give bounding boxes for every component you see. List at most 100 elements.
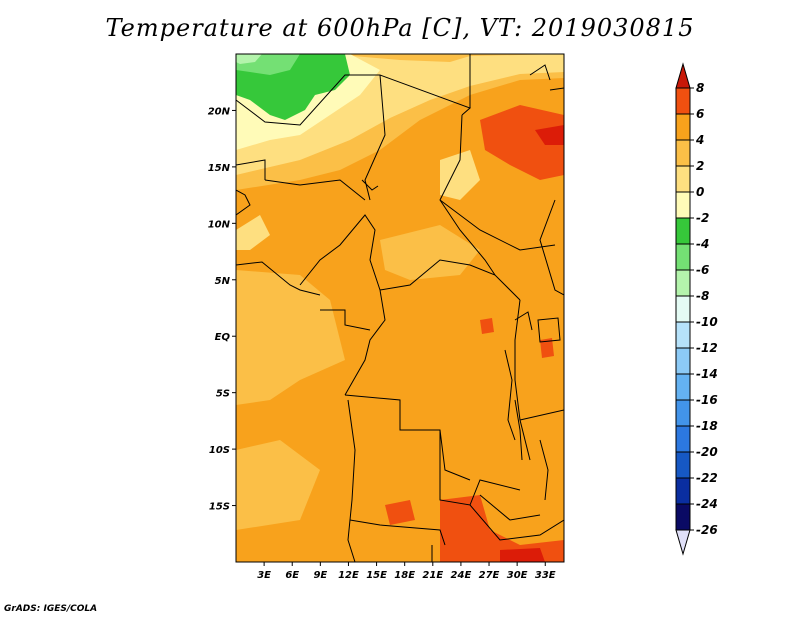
border-angola-namibia [349,519,446,546]
colorbar-bin [675,165,691,193]
coast-red-sea [529,64,564,91]
colorbar-tick-label: -2 [696,211,709,225]
field-minus10-to-minus8 [236,54,262,64]
colorbar-tick-label: 4 [695,133,704,147]
lat-tick-label: 10N [208,219,231,230]
border-car [379,259,521,301]
colorbar-tick-label: -24 [696,497,718,511]
colorbar-tick-label: 6 [696,107,704,121]
colorbar-bin [675,347,691,375]
field-4-to-6-east [480,105,564,180]
border-gabon [320,309,371,331]
border-tanzania [519,409,564,421]
field-4-to-6-spot [480,318,494,334]
border-niger-chad [364,74,386,201]
border-nigeria-cameroon [299,214,381,291]
border-ethiopia [539,199,564,296]
colorbar-tick-label: -10 [696,315,718,329]
field-4-to-6-south-a [440,495,564,562]
field-0-to-2-central [380,225,480,280]
lon-tick-label: 30E [507,570,528,581]
colorbar-tick-label: -20 [696,445,718,459]
lon-tick-group: 3E 6E 9E 12E 15E 18E 21E 24E 27E 30E 33E [257,562,556,581]
colorbar-over-arrow [675,62,691,89]
lon-tick-label: 9E [313,570,327,581]
colorbar-bin [675,87,691,115]
colorbar-bin [675,139,691,167]
colorbar-bin [675,295,691,323]
border-zambia-zimbabwe [469,504,564,541]
field-4-to-6-south-b [385,500,415,525]
lake-malawi [539,439,549,501]
colorbar-tick-label: 0 [696,185,704,199]
colorbar-tick-label: -26 [696,523,718,537]
lat-tick-label: 15N [208,163,231,174]
colorbar-labels: 8 6 4 2 0 -2 -4 -6 -8 -10 -12 -14 -16 -18 -20 -22 -24 -26 [690,81,718,537]
colorbar-bin [675,243,691,271]
lon-tick-label: 12E [338,570,359,581]
colorbar-bin [675,477,691,505]
colorbar-bin [675,217,691,245]
colorbar-bin [675,269,691,297]
border-angola-coast [347,399,356,562]
lat-tick-label: EQ [215,332,231,343]
border-drc-angola [344,394,471,481]
colorbar-bin [675,191,691,219]
lat-tick-group: 20N 15N 10N 5N EQ 5S 10S 15S [208,106,236,513]
coast-lake-chad [361,179,379,191]
colorbar-tick-label: -14 [696,367,718,381]
coast-west-africa [236,189,251,216]
border-sudan-southsudan [439,199,556,251]
field-minus2-to-0-sahel [236,215,270,250]
colorbar-bins [675,62,691,556]
lon-tick-label: 3E [257,570,271,581]
coast-gulf-guinea [236,261,321,296]
border-drc-east [514,299,531,461]
border-mali-niger [236,159,266,180]
river-zambezi [479,494,541,521]
lake-tanganyika [514,399,523,461]
colorbar-bin [675,399,691,427]
colorbar-tick-label: -16 [696,393,718,407]
colorbar-tick-label: -12 [696,341,718,355]
field-0-to-2-atlantic [236,270,345,405]
colorbar-under-arrow [675,529,691,556]
border-libya-chad [379,74,471,116]
border-algeria-niger [236,74,380,126]
field-4-to-6-lake [540,338,554,358]
colorbar-bin [675,113,691,141]
colorbar-tick-label: -6 [696,263,709,277]
field-minus2-to-0-east [440,150,480,200]
colorbar-tick-label: -18 [696,419,718,433]
colorbar-bin [675,503,691,531]
colorbar-tick-label: 2 [696,159,704,173]
grads-credit: GrADS: IGES/COLA [4,604,98,614]
lat-tick-label: 20N [208,106,231,117]
colorbar-tick-label: -22 [696,471,718,485]
map-frame [235,53,565,563]
lon-tick-label: 18E [394,570,415,581]
lat-tick-label: 5S [216,389,230,400]
chart-title: Temperature at 600hPa [C], VT: 201903081… [105,14,695,42]
lat-tick-label: 10S [209,445,230,456]
colorbar-bin [675,321,691,349]
border-niger-nigeria [264,179,366,201]
lon-tick-label: 6E [285,570,299,581]
lon-tick-label: 21E [422,570,443,581]
lon-tick-label: 15E [366,570,387,581]
lake-victoria [537,317,561,343]
colorbar-bin [675,451,691,479]
lakes-east [504,311,533,441]
field-6-to-8-south [500,548,545,562]
field-0-to-2-south [236,440,320,530]
colorbar-bin [675,425,691,453]
lon-tick-label: 27E [479,570,500,581]
field-6-to-8 [535,125,564,145]
colorbar-tick-label: 8 [696,81,704,95]
lon-tick-label: 33E [535,570,556,581]
border-congo-drc [344,289,386,396]
colorbar-tick-label: -8 [696,289,709,303]
colorbar-tick-label: -4 [696,237,709,251]
